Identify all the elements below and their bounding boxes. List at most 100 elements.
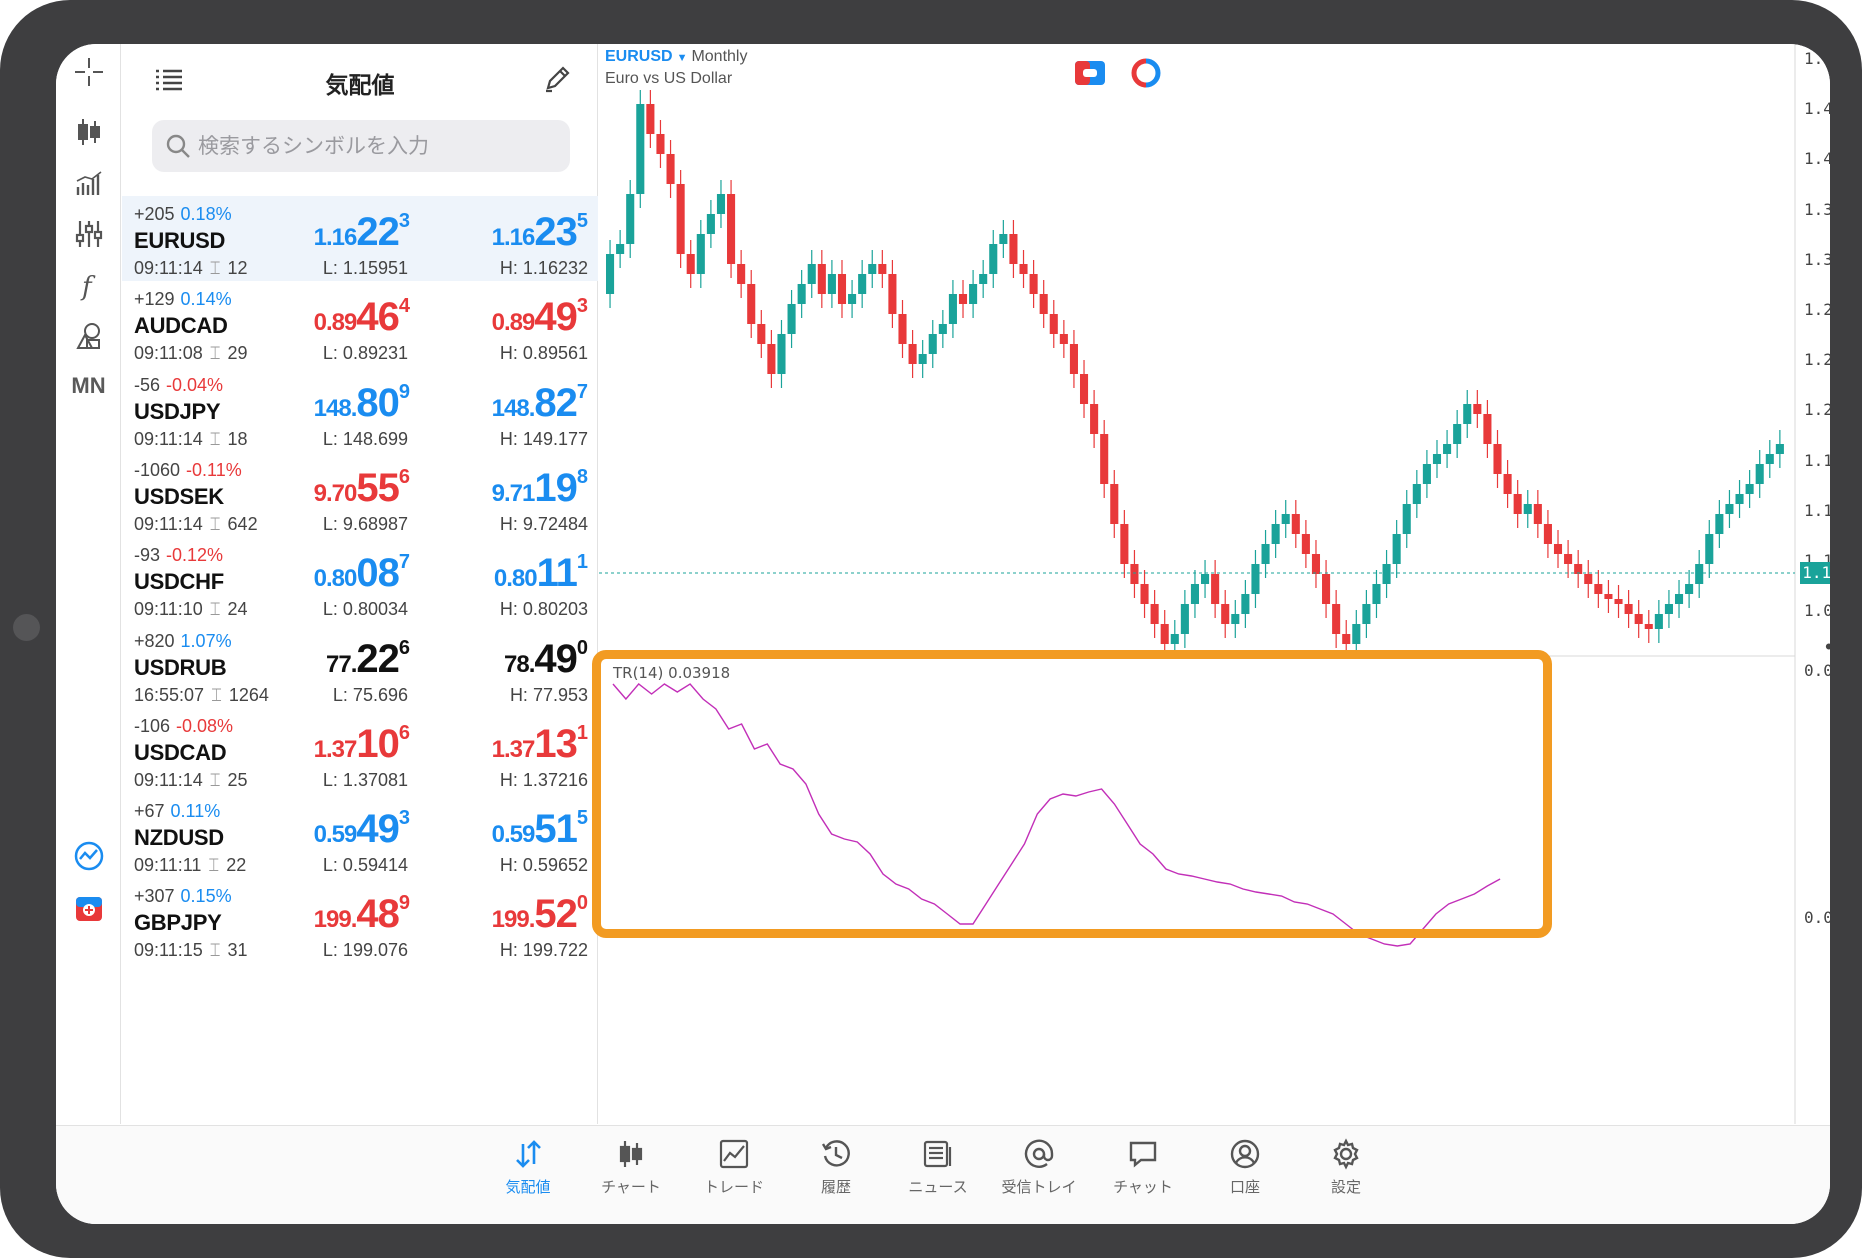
quote-time: 09:11:14 ⌶ 642: [134, 514, 258, 535]
nav-item-1[interactable]: チャート: [586, 1138, 676, 1208]
sliders-settings-icon[interactable]: [56, 212, 121, 256]
bid-price[interactable]: 1.37106: [314, 722, 410, 768]
nav-item-5[interactable]: 受信トレイ: [994, 1138, 1084, 1208]
nav-item-4[interactable]: ニュース: [893, 1138, 983, 1208]
signal-app-icon[interactable]: [56, 886, 121, 930]
candle-body: [1110, 484, 1119, 524]
settings-gear-icon: [1333, 1138, 1359, 1170]
quote-low: L: 1.15951: [322, 258, 408, 278]
quote-time: 09:11:14 ⌶ 25: [134, 770, 248, 791]
bid-price[interactable]: 199.489: [314, 892, 410, 938]
quote-time-value: 09:11:14: [134, 769, 203, 790]
timeframe-button[interactable]: MN: [56, 364, 121, 408]
bid-fraction: 7: [398, 551, 410, 574]
quote-row-gbpjpy[interactable]: +307 0.15% GBPJPY 09:11:15 ⌶ 31 199.489 199.5…: [122, 878, 598, 963]
bid-price[interactable]: 1.16223: [314, 210, 410, 256]
ask-price[interactable]: 199.520: [492, 892, 588, 938]
nav-item-2[interactable]: トレード: [689, 1138, 779, 1208]
ask-price[interactable]: 78.490: [504, 637, 588, 683]
list-view-icon[interactable]: [154, 66, 184, 94]
ask-price[interactable]: 148.827: [492, 381, 588, 427]
ask-price[interactable]: 1.37131: [492, 722, 588, 768]
candle-body: [1100, 434, 1109, 484]
ask-pips: 19: [534, 465, 577, 510]
more-icon[interactable]: •••: [1825, 634, 1830, 660]
chart-symbol[interactable]: EURUSD ▼ Monthly: [605, 48, 747, 66]
quote-row-nzdusd[interactable]: +67 0.11% NZDUSD 09:11:11 ⌶ 22 0.59493 0.5951…: [122, 793, 598, 878]
ask-pips: 82: [534, 380, 577, 425]
price-scale-label: 1.41420: [1804, 149, 1830, 169]
candle-body: [1775, 444, 1784, 454]
page-title: 気配値: [325, 72, 395, 98]
quote-row-usdrub[interactable]: +820 1.07% USDRUB 16:55:07 ⌶ 1264 77.226 78.4…: [122, 623, 598, 708]
candle-body: [827, 274, 836, 294]
chart-canvas[interactable]: [599, 44, 1830, 1124]
quote-change-percent: 0.18%: [180, 204, 232, 224]
ask-price[interactable]: 0.59515: [492, 807, 588, 853]
nav-item-0[interactable]: 気配値: [483, 1138, 573, 1208]
nav-item-7[interactable]: 口座: [1200, 1138, 1290, 1208]
chart-area[interactable]: EURUSD▼Monthly Euro vs US Dollar 1.49240…: [592, 44, 1830, 1124]
quote-spread: 1264: [228, 684, 269, 705]
quote-row-usdchf[interactable]: -93 -0.12% USDCHF 09:11:10 ⌶ 24 0.80087 0.801…: [122, 537, 598, 622]
bid-price[interactable]: 0.59493: [314, 807, 410, 853]
quote-spread: 22: [226, 855, 247, 876]
crosshair-icon[interactable]: [56, 50, 121, 94]
candle-body: [616, 244, 625, 254]
nav-item-3[interactable]: 履歴: [791, 1138, 881, 1208]
candle-body: [1201, 574, 1210, 584]
quote-row-audcad[interactable]: +129 0.14% AUDCAD 09:11:08 ⌶ 29 0.89464 0.894…: [122, 281, 598, 366]
trade-mode-icon[interactable]: [1131, 58, 1161, 88]
candle-body: [656, 134, 665, 154]
one-click-trading-icon[interactable]: [1074, 60, 1106, 86]
chat-bubble-icon: [1129, 1141, 1157, 1168]
candle-body: [1019, 264, 1028, 274]
analytics-icon[interactable]: [56, 834, 121, 878]
quote-row-usdcad[interactable]: -106 -0.08% USDCAD 09:11:14 ⌶ 25 1.37106 1.37…: [122, 708, 598, 793]
bid-pips: 22: [356, 210, 399, 254]
quote-spread: 29: [227, 343, 248, 364]
price-scale-label: 1.14050: [1804, 500, 1830, 520]
bid-pips: 80: [356, 380, 399, 425]
quotes-arrows-icon: [516, 1140, 541, 1168]
quote-change: -93 -0.12%: [134, 545, 223, 566]
chart-timeframe: Monthly: [691, 48, 748, 65]
ask-price[interactable]: 0.89493: [492, 295, 588, 341]
objects-shapes-icon[interactable]: [56, 314, 121, 358]
bid-price[interactable]: 0.80087: [314, 551, 410, 597]
search-box[interactable]: [152, 120, 570, 172]
quote-change-points: -106: [134, 715, 171, 736]
nav-item-8[interactable]: 設定: [1301, 1138, 1391, 1208]
candle-body: [1049, 314, 1058, 334]
quote-row-eurusd[interactable]: +205 0.18% EURUSD 09:11:14 ⌶ 12 1.16223 1.162…: [122, 196, 598, 281]
candle-body: [1190, 584, 1199, 604]
ask-price[interactable]: 1.16235: [492, 210, 588, 256]
bid-price[interactable]: 148.809: [314, 381, 410, 427]
candle-body: [1412, 484, 1421, 504]
quote-row-usdjpy[interactable]: -56 -0.04% USDJPY 09:11:14 ⌶ 18 148.809 148.8…: [122, 367, 598, 452]
candle-body: [1634, 614, 1643, 624]
candle-body: [1533, 504, 1542, 524]
search-input[interactable]: [198, 120, 558, 172]
ask-prefix: 0.89: [491, 309, 536, 337]
candle-body: [1584, 574, 1593, 584]
function-icon[interactable]: f: [56, 264, 121, 308]
candlestick-type-icon[interactable]: [56, 110, 121, 154]
indicators-icon[interactable]: [56, 162, 121, 206]
ask-fraction: 5: [576, 807, 588, 830]
ask-fraction: 3: [576, 295, 588, 318]
quote-change: -56 -0.04%: [134, 375, 223, 396]
quote-change-percent: -0.11%: [186, 459, 242, 480]
candle-body: [686, 254, 695, 274]
quote-symbol: NZDUSD: [134, 825, 224, 851]
bid-price[interactable]: 0.89464: [314, 295, 410, 341]
edit-pencil-icon[interactable]: [542, 64, 572, 94]
bid-pips: 08: [356, 551, 399, 596]
nav-item-6[interactable]: チャット: [1098, 1138, 1188, 1208]
ask-price[interactable]: 0.80111: [494, 551, 588, 597]
bid-price[interactable]: 9.70556: [314, 466, 410, 512]
candle-body: [858, 274, 867, 294]
bid-price[interactable]: 77.226: [326, 637, 410, 683]
quote-row-usdsek[interactable]: -1060 -0.11% USDSEK 09:11:14 ⌶ 642 9.70556 9.…: [122, 452, 598, 537]
ask-price[interactable]: 9.71198: [492, 466, 588, 512]
